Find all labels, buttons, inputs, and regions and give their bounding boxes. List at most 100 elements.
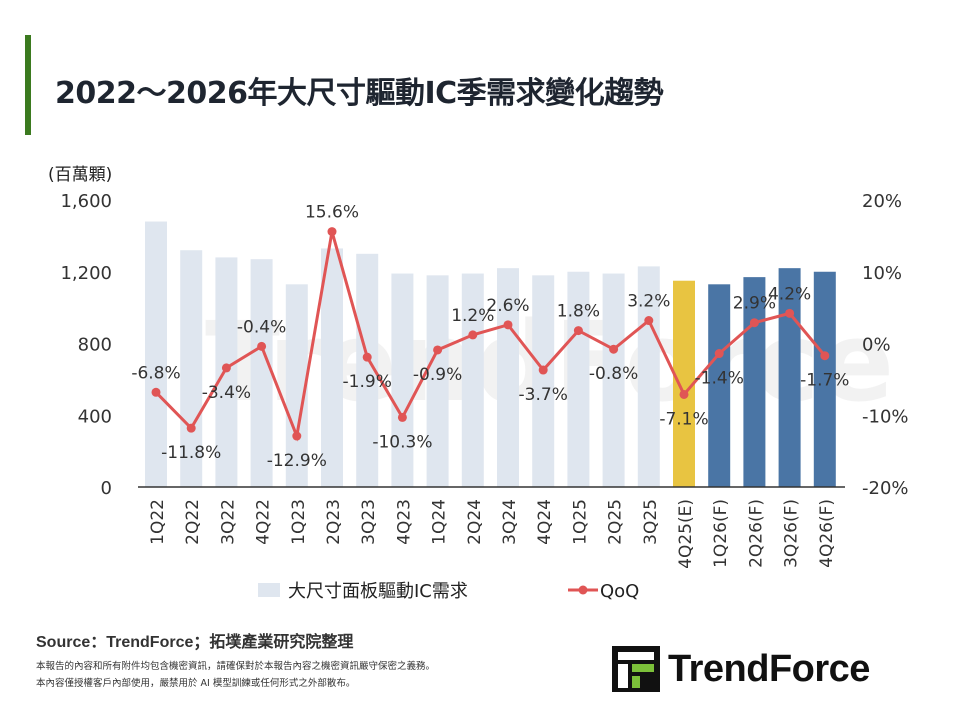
qoq-point — [186, 423, 196, 433]
x-tick-label: 2Q26(F) — [746, 499, 766, 568]
x-tick-label: 2Q25 — [606, 499, 626, 545]
qoq-data-label: -6.8% — [131, 363, 180, 383]
bar — [356, 253, 379, 487]
legend-bar-swatch — [258, 583, 280, 597]
trendforce-logo: TrendForce — [612, 646, 870, 692]
y-tick-label: 0 — [101, 478, 112, 499]
title-accent-bar — [25, 35, 31, 135]
qoq-data-label: -1.4% — [695, 369, 744, 389]
x-tick-label: 3Q22 — [218, 499, 238, 545]
qoq-point — [362, 352, 372, 362]
qoq-point — [292, 431, 302, 441]
qoq-point — [151, 387, 161, 397]
qoq-point — [327, 227, 337, 237]
y-tick-label: 1,200 — [60, 263, 112, 284]
bar — [145, 221, 167, 487]
y2-tick-label: 0% — [862, 335, 891, 356]
disclaimer-line-1: 本報告的內容和所有附件均包含機密資訊，請確保對於本報告內容之機密資訊嚴守保密之義… — [36, 661, 436, 672]
y-tick-label: 1,600 — [60, 191, 112, 212]
bar — [285, 284, 308, 487]
bar — [321, 248, 343, 487]
x-tick-label: 3Q25 — [641, 499, 661, 545]
bar — [673, 280, 695, 487]
qoq-data-label: -1.9% — [343, 372, 392, 392]
qoq-data-label: 1.2% — [451, 306, 494, 326]
qoq-point — [609, 344, 619, 354]
qoq-point — [679, 389, 689, 399]
disclaimer-line-2: 本內容僅授權客戶內部使用，嚴禁用於 AI 模型訓練或任何形式之外部散布。 — [36, 678, 356, 689]
qoq-point — [785, 308, 795, 318]
qoq-point — [221, 363, 231, 373]
x-tick-label: 4Q25(E) — [676, 499, 696, 569]
x-tick-label: 3Q23 — [359, 499, 379, 545]
bar — [743, 277, 766, 487]
qoq-data-label: -0.4% — [237, 317, 286, 337]
x-tick-label: 3Q26(F) — [782, 499, 802, 568]
qoq-line — [154, 231, 826, 442]
legend-line-marker — [578, 585, 588, 595]
bar — [391, 273, 414, 487]
x-tick-label: 4Q23 — [394, 499, 414, 545]
y2-tick-label: 20% — [862, 191, 902, 212]
bar — [497, 268, 519, 487]
qoq-point — [257, 341, 267, 351]
qoq-point — [714, 349, 724, 359]
qoq-data-label: -0.9% — [413, 365, 462, 385]
legend-line-label: QoQ — [600, 581, 639, 602]
x-tick-label: 4Q26(F) — [817, 499, 837, 568]
qoq-point — [749, 318, 759, 328]
y-tick-label: 800 — [78, 335, 112, 356]
x-tick-label: 1Q26(F) — [711, 499, 731, 568]
qoq-data-label: 2.9% — [733, 294, 776, 314]
qoq-point — [433, 345, 443, 355]
x-tick-label: 1Q23 — [289, 499, 309, 545]
qoq-data-label: -1.7% — [800, 371, 849, 391]
bar — [778, 268, 801, 487]
chart: TrendForce(百萬顆)04008001,2001,600-20%-10%… — [48, 165, 909, 602]
qoq-point — [468, 330, 478, 340]
qoq-data-label: 1.8% — [557, 302, 600, 322]
y2-tick-label: 10% — [862, 263, 902, 284]
qoq-data-label: 4.2% — [768, 284, 811, 304]
qoq-point — [397, 412, 407, 422]
x-tick-label: 1Q22 — [148, 499, 168, 545]
qoq-data-label: 15.6% — [305, 203, 359, 223]
qoq-data-label: -3.7% — [519, 385, 568, 405]
x-tick-label: 4Q22 — [254, 499, 274, 545]
qoq-point — [503, 320, 513, 330]
y-tick-label: 400 — [78, 406, 112, 427]
bar — [813, 271, 836, 487]
qoq-data-label: -0.8% — [589, 364, 638, 384]
qoq-data-label: 3.2% — [627, 292, 670, 312]
x-tick-label: 2Q24 — [465, 499, 485, 545]
x-tick-label: 1Q24 — [430, 499, 450, 545]
qoq-data-label: -12.9% — [267, 451, 327, 471]
bar — [532, 275, 555, 487]
page-title: 2022～2026年大尺寸驅動IC季需求變化趨勢 — [55, 76, 664, 111]
qoq-data-label: 2.6% — [486, 296, 529, 316]
qoq-point — [573, 326, 583, 336]
x-tick-label: 1Q25 — [570, 499, 590, 545]
bar — [602, 273, 625, 487]
bar — [426, 275, 449, 487]
y2-tick-label: -10% — [862, 406, 909, 427]
bar — [637, 266, 660, 487]
x-tick-label: 2Q23 — [324, 499, 344, 545]
bar — [250, 259, 273, 487]
qoq-point — [644, 316, 654, 326]
bar — [567, 271, 590, 487]
qoq-point — [820, 351, 830, 361]
logo-icon — [612, 646, 660, 692]
bar — [708, 284, 731, 487]
source-note: Source：TrendForce；拓墣產業研究院整理 — [36, 634, 354, 651]
x-tick-label: 3Q24 — [500, 499, 520, 545]
x-tick-label: 4Q24 — [535, 499, 555, 545]
x-tick-label: 2Q22 — [183, 499, 203, 545]
qoq-data-label: -7.1% — [659, 409, 708, 429]
qoq-data-label: -11.8% — [161, 443, 221, 463]
bar — [180, 250, 203, 487]
qoq-point — [538, 365, 548, 375]
qoq-data-label: -10.3% — [372, 432, 432, 452]
y-axis-label: (百萬顆) — [48, 165, 112, 185]
